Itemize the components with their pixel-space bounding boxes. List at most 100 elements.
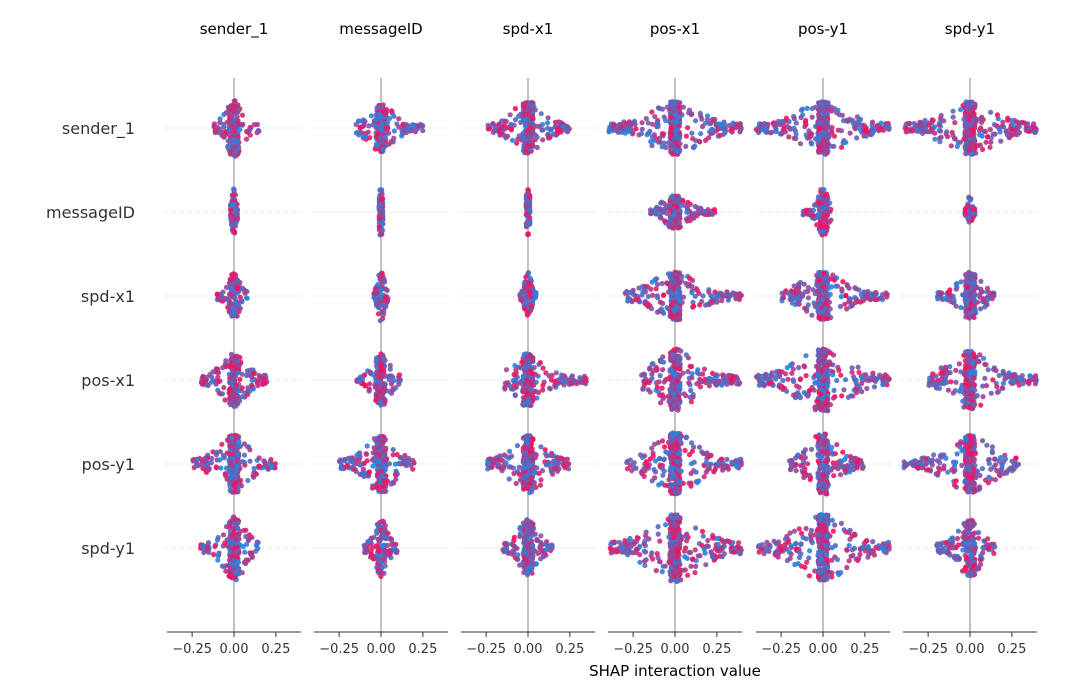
dot-spd-x1-pos-x1: [693, 286, 700, 292]
dot-pos-x1-spd-x1: [529, 375, 535, 381]
dot-pos-x1-spd-x1: [521, 365, 528, 371]
dot-spd-x1-pos-x1: [640, 283, 646, 290]
dot-spd-y1-spd-x1: [535, 550, 541, 557]
dot-sender_1-pos-x1: [690, 145, 697, 151]
x-tick-label: −0.25: [172, 642, 212, 657]
dot-pos-x1-pos-x1: [686, 380, 692, 386]
dot-sender_1-sender_1: [234, 137, 240, 143]
dot-spd-x1-messageID: [376, 296, 382, 302]
dot-messageID-sender_1: [228, 206, 234, 212]
dot-pos-y1-spd-x1: [537, 482, 544, 488]
dot-sender_1-sender_1: [251, 122, 257, 128]
dot-pos-y1-pos-x1: [652, 441, 658, 447]
dot-sender_1-messageID: [356, 118, 362, 124]
dot-pos-y1-pos-x1: [689, 448, 696, 454]
dot-pos-y1-sender_1: [247, 458, 253, 464]
dot-spd-y1-sender_1: [231, 530, 237, 536]
dot-pos-x1-sender_1: [213, 381, 219, 387]
dot-pos-y1-pos-x1: [675, 467, 682, 473]
dot-pos-y1-spd-x1: [504, 454, 510, 460]
dot-spd-x1-pos-x1: [674, 312, 680, 318]
dot-pos-x1-sender_1: [247, 388, 253, 394]
dot-sender_1-pos-x1: [722, 130, 728, 136]
dot-spd-x1-pos-x1: [654, 309, 661, 315]
dot-sender_1-messageID: [390, 139, 396, 145]
dot-spd-x1-pos-x1: [643, 301, 649, 308]
dot-pos-y1-messageID: [411, 460, 417, 466]
dot-pos-y1-spd-x1: [509, 453, 515, 459]
dot-spd-x1-sender_1: [226, 296, 232, 302]
dot-spd-x1-pos-x1: [664, 281, 670, 287]
dot-pos-y1-spd-x1: [538, 444, 544, 450]
dot-spd-y1-spd-x1: [534, 537, 541, 544]
dot-sender_1-pos-x1: [674, 127, 680, 133]
dot-pos-x1-pos-x1: [671, 398, 677, 404]
dot-pos-y1-spd-x1: [516, 464, 522, 470]
dot-sender_1-pos-x1: [671, 135, 677, 141]
dot-pos-y1-sender_1: [269, 464, 275, 470]
dot-messageID-pos-x1: [658, 200, 664, 206]
dot-pos-x1-sender_1: [239, 385, 245, 391]
dot-sender_1-sender_1: [229, 119, 235, 125]
dot-spd-x1-pos-x1: [669, 299, 676, 305]
dot-sender_1-sender_1: [228, 151, 234, 157]
x-tick-label: 0.25: [261, 642, 290, 657]
dot-pos-y1-messageID: [390, 447, 396, 453]
dot-spd-y1-pos-x1: [705, 537, 711, 544]
dot-pos-x1-sender_1: [216, 390, 222, 396]
dot-pos-y1-sender_1: [227, 443, 233, 449]
dot-sender_1-messageID: [385, 126, 391, 132]
dot-pos-x1-spd-x1: [522, 388, 528, 394]
column-title-spd-x1: spd-x1: [503, 20, 554, 38]
dot-pos-x1-sender_1: [232, 386, 238, 392]
dot-spd-y1-messageID: [378, 569, 384, 575]
dot-pos-x1-spd-x1: [532, 389, 538, 395]
dot-pos-y1-sender_1: [224, 476, 230, 482]
dot-spd-x1-sender_1: [226, 309, 232, 315]
dot-pos-y1-spd-x1: [521, 465, 527, 471]
dot-sender_1-sender_1: [223, 109, 229, 116]
dot-spd-y1-sender_1: [228, 553, 234, 559]
dot-messageID-pos-x1: [684, 218, 690, 224]
dot-pos-y1-spd-x1: [508, 464, 514, 470]
dot-messageID-sender_1: [228, 215, 234, 221]
dot-pos-y1-pos-x1: [639, 471, 645, 477]
dot-pos-y1-messageID: [348, 455, 354, 461]
dot-spd-y1-sender_1: [232, 549, 238, 556]
dot-pos-x1-messageID: [393, 385, 399, 391]
dot-pos-y1-pos-x1: [652, 469, 659, 475]
dot-pos-x1-pos-x1: [714, 381, 720, 388]
dot-sender_1-spd-x1: [554, 127, 561, 133]
dot-pos-x1-pos-x1: [641, 371, 647, 377]
dot-pos-x1-sender_1: [256, 373, 262, 379]
dot-spd-y1-messageID: [378, 573, 384, 580]
dot-pos-x1-pos-x1: [694, 369, 700, 375]
dot-spd-y1-spd-x1: [525, 528, 531, 534]
dot-sender_1-spd-x1: [523, 147, 529, 153]
dot-spd-y1-spd-x1: [503, 540, 509, 546]
dot-pos-y1-messageID: [382, 448, 388, 454]
dot-pos-y1-pos-x1: [624, 466, 631, 472]
dot-sender_1-messageID: [386, 115, 393, 122]
dot-sender_1-spd-x1: [522, 123, 529, 129]
dot-spd-y1-sender_1: [223, 568, 229, 574]
dot-pos-x1-spd-x1: [546, 373, 552, 379]
dot-spd-x1-sender_1: [231, 310, 237, 316]
dot-spd-y1-sender_1: [233, 520, 239, 527]
dot-pos-y1-messageID: [394, 451, 400, 458]
dot-sender_1-sender_1: [234, 147, 240, 154]
dot-pos-x1-spd-x1: [553, 370, 559, 376]
dot-sender_1-spd-x1: [515, 136, 521, 142]
dot-messageID-pos-x1: [680, 198, 686, 204]
dot-pos-x1-sender_1: [227, 386, 233, 392]
dot-pos-y1-sender_1: [235, 434, 241, 440]
dot-pos-y1-spd-x1: [514, 443, 521, 449]
dot-pos-x1-spd-x1: [530, 397, 536, 403]
dot-pos-y1-spd-x1: [530, 485, 536, 491]
dot-pos-x1-pos-x1: [701, 366, 708, 372]
dot-pos-y1-sender_1: [262, 460, 268, 466]
dot-messageID-pos-x1: [667, 207, 674, 213]
dot-sender_1-pos-x1: [667, 110, 673, 116]
dot-pos-x1-sender_1: [235, 370, 241, 376]
dot-messageID-sender_1: [228, 202, 234, 208]
